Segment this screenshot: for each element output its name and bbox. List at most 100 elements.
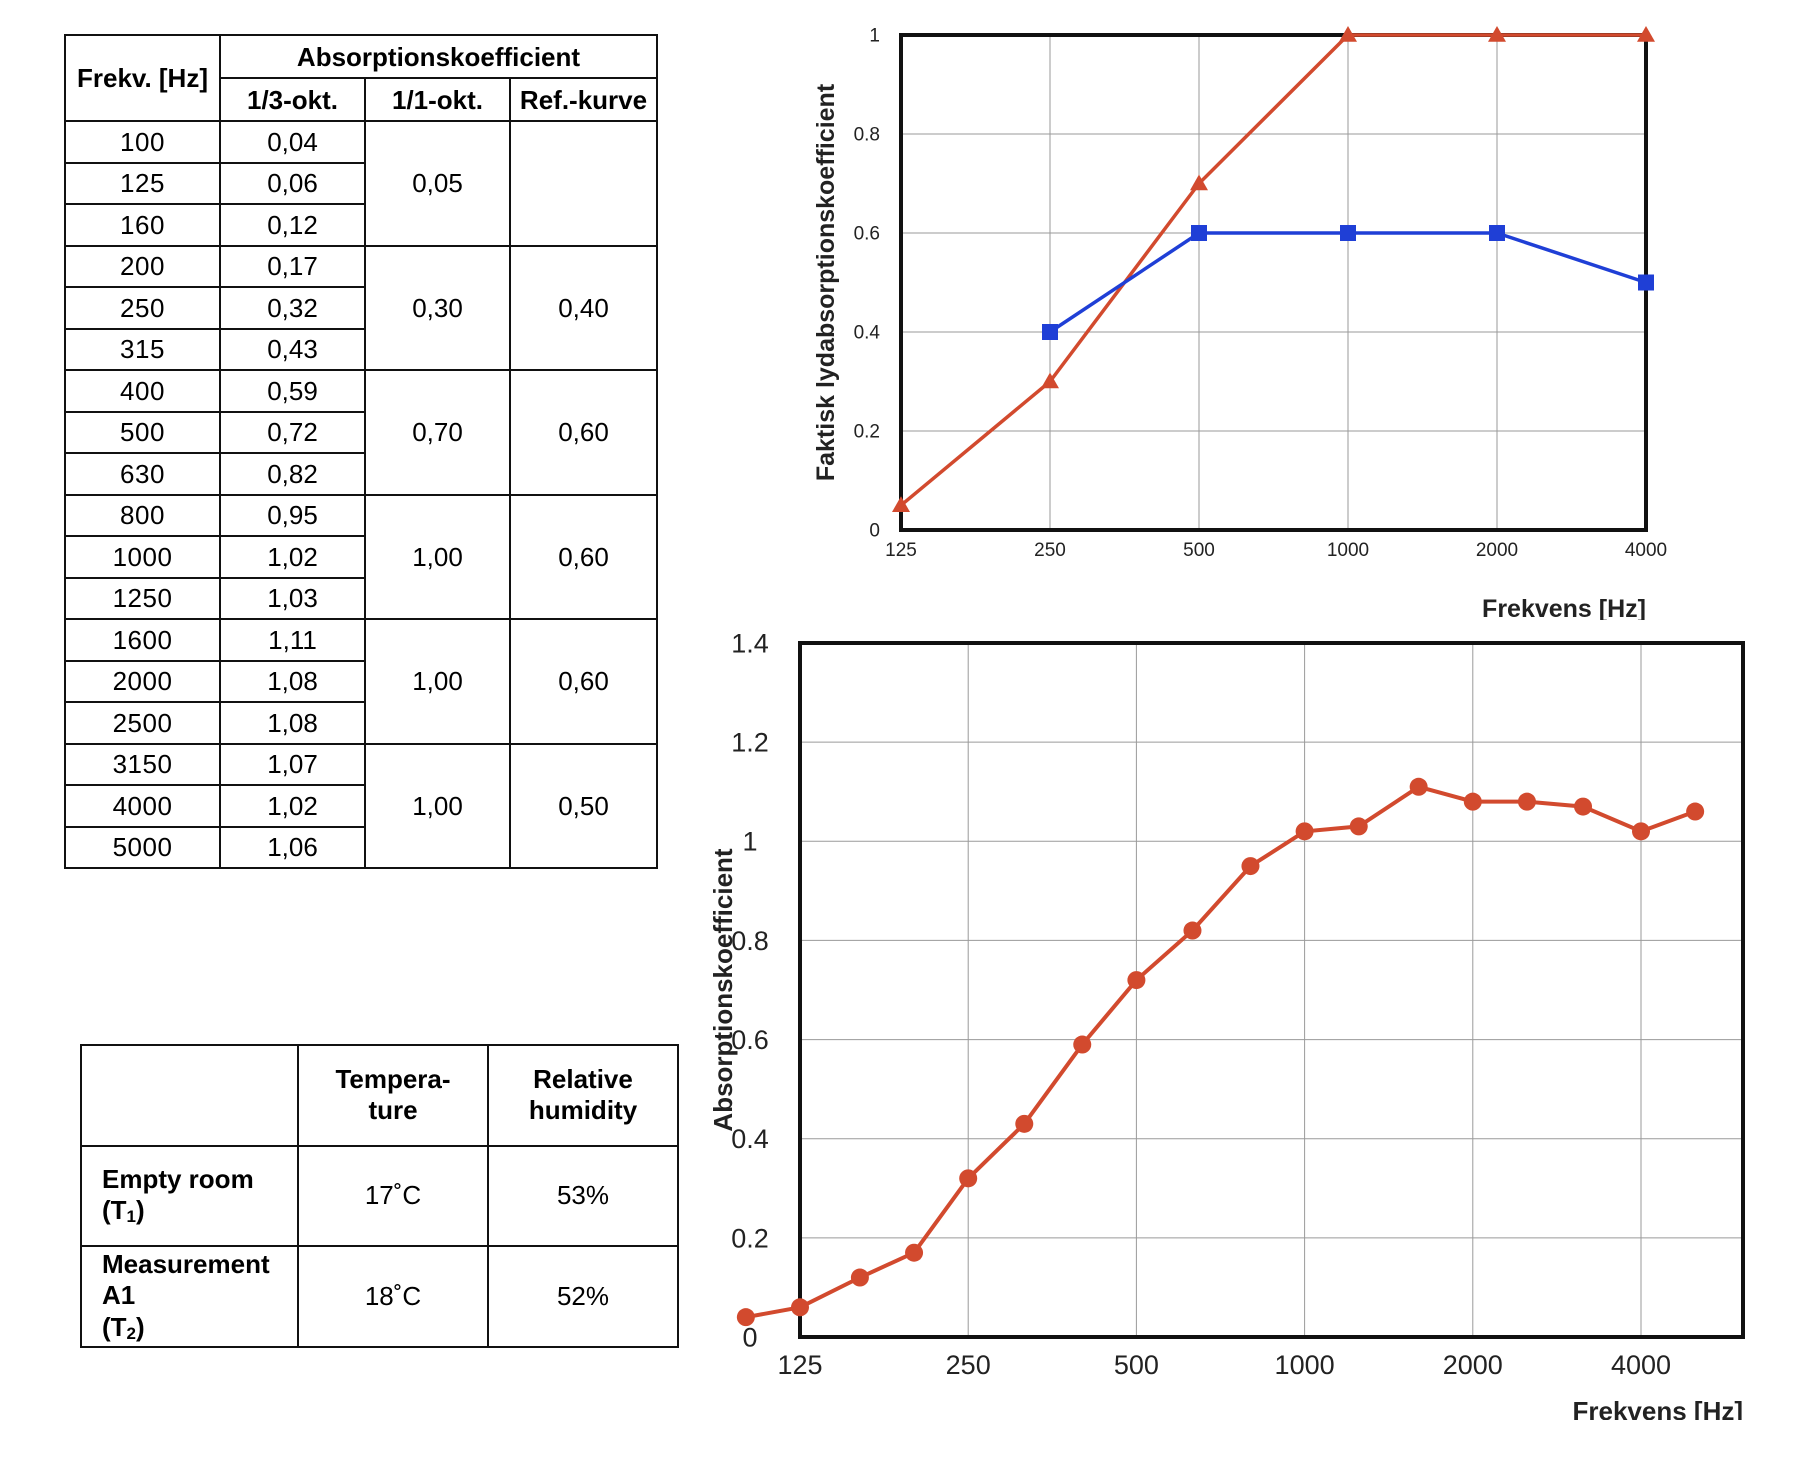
y-tick-label: 0.6 [731, 1025, 769, 1055]
x-tick-label: 250 [946, 1350, 991, 1380]
data-point-circle [1183, 921, 1202, 940]
data-point-circle [850, 1268, 869, 1287]
ref-curve-cell: 0,40 [509, 244, 658, 371]
x-tick-label: 1000 [1275, 1350, 1335, 1380]
data-point-circle [1073, 1035, 1092, 1054]
y-tick-label: 0.4 [731, 1124, 769, 1154]
climate-table: Tempera- ture Relative humidity Empty ro… [80, 1044, 679, 1348]
octave-cell: 1,00 [364, 742, 511, 869]
data-point-circle [1015, 1114, 1034, 1133]
x-axis-label: Frekvens [Hz] [1573, 1396, 1744, 1420]
third-octave-cell: 0,82 [219, 452, 366, 496]
y-tick-label: 1 [742, 827, 757, 857]
y-tick-label: 1.2 [731, 728, 769, 758]
absorption-group-header: Absorptionskoefficient [219, 34, 658, 79]
third-octave-cell: 1,08 [219, 659, 366, 703]
freq-cell: 630 [64, 452, 221, 496]
octave-absorption-chart: 125 250 500 1000 2000 4000 0 0.2 0.4 0.6 0.8 1 Frekv… [812, 26, 1667, 620]
humidity-header-line1: Relative [533, 1064, 633, 1095]
third-octave-cell: 0,43 [219, 327, 366, 371]
freq-cell: 125 [64, 161, 221, 205]
table-row: 160 0,12 [64, 203, 657, 247]
table-row: 630 0,82 [64, 452, 657, 496]
y-tick-label: 0 [742, 1322, 757, 1352]
table-row: 4000 1,02 [64, 784, 657, 828]
humidity-header-line2: humidity [528, 1095, 638, 1126]
x-tick-label: 2000 [1443, 1350, 1503, 1380]
table-row: 125 0,06 [64, 161, 657, 205]
table-row: 100 0,04 0,05 [64, 120, 658, 247]
y-axis-label: Absorptionskoefficient [708, 848, 738, 1131]
y-tick-label: 0.2 [731, 1223, 769, 1253]
freq-cell: 400 [64, 369, 221, 413]
third-octave-cell: 1,11 [219, 618, 366, 662]
third-octave-cell: 0,12 [219, 203, 366, 247]
measurement-label-line1: Measurement [102, 1249, 270, 1280]
octave-header: 1/1-okt. [364, 77, 511, 122]
third-octave-absorption-chart: 125 250 500 1000 2000 4000 0 0.2 0.4 0.6 0.8 1 1.2 1.… [708, 628, 1745, 1420]
data-point-circle [959, 1169, 978, 1188]
empty-room-sub-num: 1 [126, 1207, 137, 1227]
empty-room-label: Empty room (T1) [80, 1144, 299, 1248]
freq-cell: 3150 [64, 742, 221, 786]
octave-cell: 1,00 [364, 618, 511, 745]
x-tick-label: 4000 [1611, 1350, 1671, 1380]
y-tick-label: 0.6 [854, 224, 880, 245]
empty-room-humidity: 53% [487, 1144, 679, 1248]
y-tick-label: 1 [869, 26, 880, 47]
ref-curve-cell: 0,60 [509, 493, 658, 620]
measurement-sub-post: ) [136, 1311, 145, 1342]
ref-curve-cell: 0,50 [509, 742, 658, 869]
data-point-triangle [1190, 174, 1208, 191]
measurement-humidity: 52% [487, 1245, 679, 1348]
data-point-triangle [892, 496, 910, 512]
table-row: 2000 1,08 [64, 659, 657, 703]
third-octave-cell: 0,72 [219, 410, 366, 454]
data-point-square [1191, 225, 1207, 241]
x-tick-label: 2000 [1476, 540, 1518, 561]
third-octave-cell: 0,95 [219, 493, 366, 537]
table-row: 1250 1,03 [64, 576, 657, 620]
empty-room-label-text: Empty room [102, 1164, 254, 1195]
data-point-triangle [1041, 372, 1059, 389]
table-row: 5000 1,06 [64, 825, 657, 869]
ref-curve-cell [509, 120, 658, 247]
table-row: 250 0,32 [64, 286, 657, 330]
table-row: 3150 1,07 1,00 0,50 [64, 742, 658, 869]
freq-cell: 250 [64, 286, 221, 330]
freq-cell: 2000 [64, 659, 221, 703]
third-octave-cell: 1,08 [219, 701, 366, 745]
x-tick-label: 1000 [1327, 540, 1369, 561]
y-tick-label: 1.4 [731, 628, 769, 658]
climate-empty-header [80, 1044, 299, 1147]
third-octave-cell: 0,04 [219, 120, 366, 164]
data-point-square [1042, 324, 1058, 340]
series-line [745, 784, 1696, 1320]
y-axis-label: Faktisk lydabsorptionskoefficient [812, 83, 840, 481]
data-point-circle [1463, 792, 1482, 811]
measurement-sub-pre: (T [102, 1311, 127, 1342]
data-point-square [1638, 274, 1654, 291]
plot-frame [798, 641, 1745, 1339]
x-axis-label: Frekvens [Hz] [1482, 595, 1646, 620]
octave-cell: 0,30 [364, 244, 511, 371]
x-tick-label: 125 [885, 540, 917, 561]
table-row: 2500 1,08 [64, 701, 657, 745]
data-point-square [1489, 225, 1505, 241]
freq-cell: 800 [64, 493, 221, 537]
table-row: 200 0,17 0,30 0,40 [64, 244, 658, 371]
x-tick-label: 500 [1114, 1350, 1159, 1380]
third-octave-cell: 0,17 [219, 244, 366, 288]
absorption-table: Frekv. [Hz] Absorptionskoefficient 1/3-o… [64, 34, 658, 869]
ref-curve-cell: 0,60 [509, 369, 658, 496]
y-tick-label: 0 [869, 521, 880, 542]
freq-cell: 160 [64, 203, 221, 247]
measurement-label: Measurement A1 (T2) [80, 1245, 299, 1348]
freq-cell: 500 [64, 410, 221, 454]
y-tick-label: 0.8 [731, 926, 769, 956]
freq-cell: 1000 [64, 535, 221, 579]
measurement-label-line2: A1 [102, 1280, 136, 1311]
empty-room-sub-pre: (T [102, 1195, 127, 1226]
data-point-circle [736, 1308, 755, 1327]
data-point-circle [1686, 802, 1705, 821]
